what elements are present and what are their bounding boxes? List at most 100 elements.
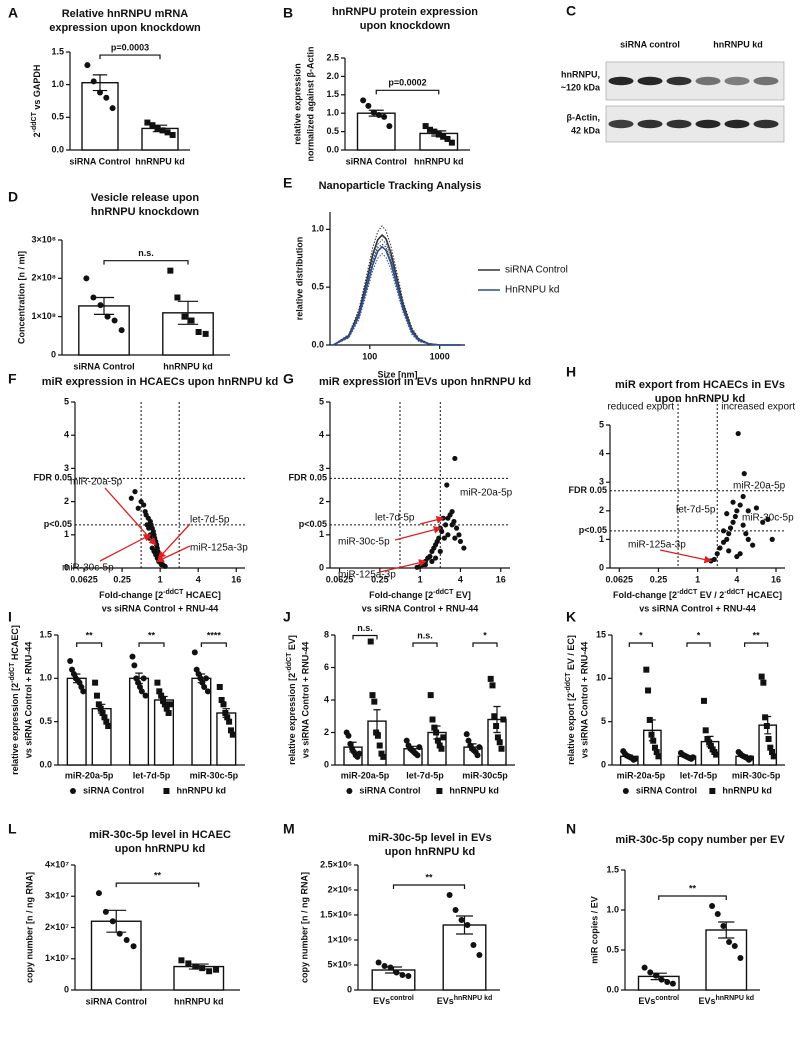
data-point (429, 716, 436, 723)
data-point (730, 499, 736, 505)
significance-bracket (103, 260, 189, 265)
text-segment: EV / 2 (697, 590, 724, 600)
x-tick-label: 1 (158, 574, 163, 584)
x-tick-label: 16 (496, 574, 506, 584)
data-point (154, 125, 161, 132)
data-point (709, 788, 716, 794)
data-point (724, 536, 730, 543)
x-tick-label: miR-30c-5p (190, 770, 239, 780)
significance-label: ** (425, 872, 433, 882)
significance-bracket (375, 89, 440, 95)
data-point (427, 126, 433, 133)
y-tick-label: 0.0 (606, 984, 619, 994)
chart-title: upon hnRNPU kd (655, 393, 745, 405)
x-tick-label: miR-20a-5p (65, 770, 114, 780)
legend-label: hnRNPU kd (722, 785, 772, 795)
annotation-arrow (99, 534, 152, 562)
data-point (156, 688, 163, 695)
x-tick-label: siRNA Control (73, 361, 134, 371)
significance-label: ** (86, 630, 94, 640)
y-axis-label: vs siRNA Control + RNU-44 (579, 642, 589, 758)
blot-band (666, 119, 692, 129)
data-point (500, 716, 507, 723)
y-tick-label: 1 (64, 529, 69, 539)
data-point (213, 966, 220, 973)
significance-bracket (658, 895, 727, 900)
data-point (724, 511, 730, 517)
data-point (726, 531, 732, 537)
x-tick-label: 1 (695, 574, 700, 584)
data-point (381, 963, 388, 969)
blot-row-label: hnRNPU, (561, 69, 600, 79)
data-point (109, 105, 116, 112)
data-point (84, 62, 91, 69)
y-tick-label: 1×10⁶ (328, 934, 352, 944)
y-tick-label: 3 (319, 463, 324, 473)
significance-bracket (115, 882, 200, 888)
y-tick-label: 3 (599, 477, 604, 487)
data-point (227, 727, 234, 734)
blot-band (695, 119, 721, 129)
data-point (652, 972, 659, 979)
y-tick-label: 0 (599, 562, 604, 572)
y-tick-label: 2.5×10⁶ (320, 859, 352, 869)
significance-label: n.s. (417, 630, 433, 640)
line (332, 245, 461, 346)
data-point (453, 525, 460, 531)
data-point (664, 979, 671, 985)
legend-label: HnRNPU kd (505, 285, 559, 296)
data-point (464, 922, 471, 928)
text-segment: hnRNPU kd (716, 995, 755, 1002)
data-point (203, 675, 210, 682)
data-point (104, 313, 111, 320)
panel-letter: K (566, 609, 576, 625)
blot-row-label: 42 kDa (571, 125, 601, 135)
text-segment: -ddCT (163, 589, 184, 596)
y-axis-label: relative export [2-ddCT EV / EC] (565, 635, 576, 765)
x-tick-label: hnRNPU kd (174, 996, 224, 1006)
data-point (375, 959, 382, 966)
x-tick-label: let-7d-5p (680, 770, 718, 780)
data-point (449, 522, 455, 528)
blot-band (695, 76, 721, 86)
x-tick-label: hnRNPU kd (135, 156, 185, 166)
y-axis-label: relative expression [2-ddCT EV] (286, 635, 297, 765)
y-axis-label: relative distribution (294, 237, 304, 321)
data-point (69, 788, 76, 794)
panel-letter: B (283, 5, 293, 21)
text-segment: control (655, 995, 679, 1002)
panel-letter: L (8, 821, 17, 837)
data-point (95, 701, 102, 708)
annotation-arrow (419, 516, 445, 525)
data-point (109, 918, 116, 925)
x-tick-label: 4 (196, 574, 201, 584)
significance-label: p=0.0003 (111, 42, 149, 52)
data-point (142, 692, 149, 699)
data-point (386, 123, 393, 130)
data-point (737, 955, 744, 961)
data-point (431, 128, 438, 135)
y-tick-label: 2×10⁶ (328, 884, 352, 894)
data-point (132, 489, 138, 495)
data-point (726, 939, 733, 945)
data-point (650, 737, 657, 744)
data-point (220, 701, 227, 708)
y-tick-label: 2 (599, 505, 604, 515)
x-axis-label: Fold-change [2-ddCT HCAEC] (99, 589, 221, 600)
data-point (97, 302, 104, 309)
data-point (144, 522, 150, 528)
blot-band (637, 76, 663, 86)
data-point (80, 688, 87, 695)
data-point (769, 536, 775, 543)
data-point (448, 139, 455, 146)
data-point (763, 723, 770, 729)
data-point (149, 122, 156, 129)
y-axis-label: 2-ddCT vs GAPDH (31, 65, 42, 138)
y-tick-label: 5 (319, 396, 324, 406)
chart-title: Vesicle release upon (91, 192, 200, 204)
data-point (154, 679, 161, 686)
y-axis-label: vs siRNA Control + RNU-44 (300, 642, 310, 758)
y-axis-label: miR copies / EV (589, 896, 599, 964)
data-point (769, 749, 776, 755)
